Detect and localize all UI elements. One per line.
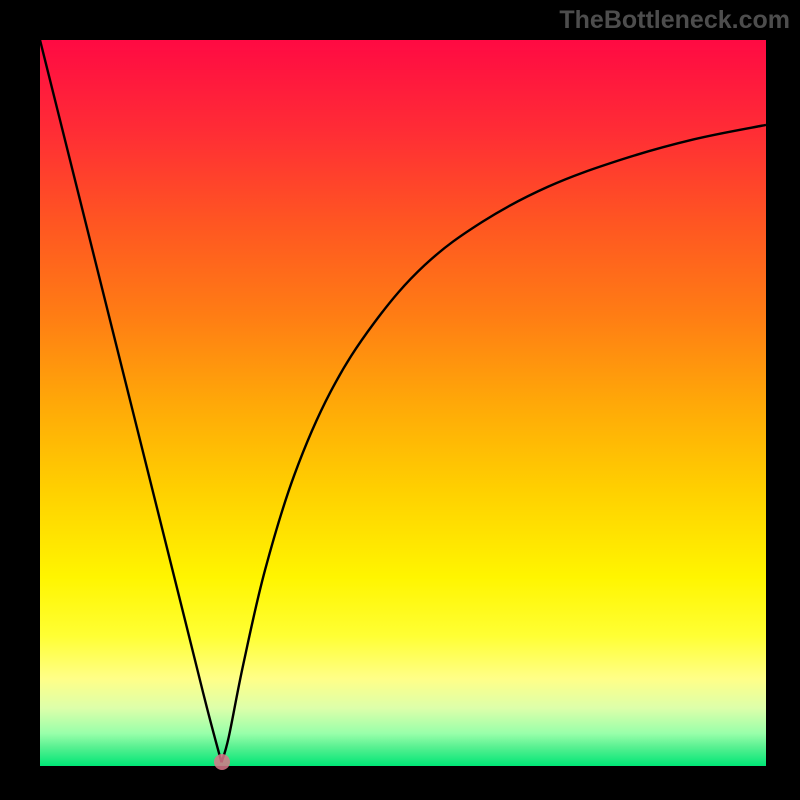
curve-left-branch bbox=[40, 40, 222, 762]
watermark-text: TheBottleneck.com bbox=[559, 6, 790, 35]
plot-area bbox=[40, 40, 766, 766]
bottleneck-curve bbox=[40, 40, 766, 766]
optimum-marker bbox=[214, 754, 230, 770]
curve-right-branch bbox=[222, 125, 767, 762]
chart-container: TheBottleneck.com bbox=[0, 0, 800, 800]
